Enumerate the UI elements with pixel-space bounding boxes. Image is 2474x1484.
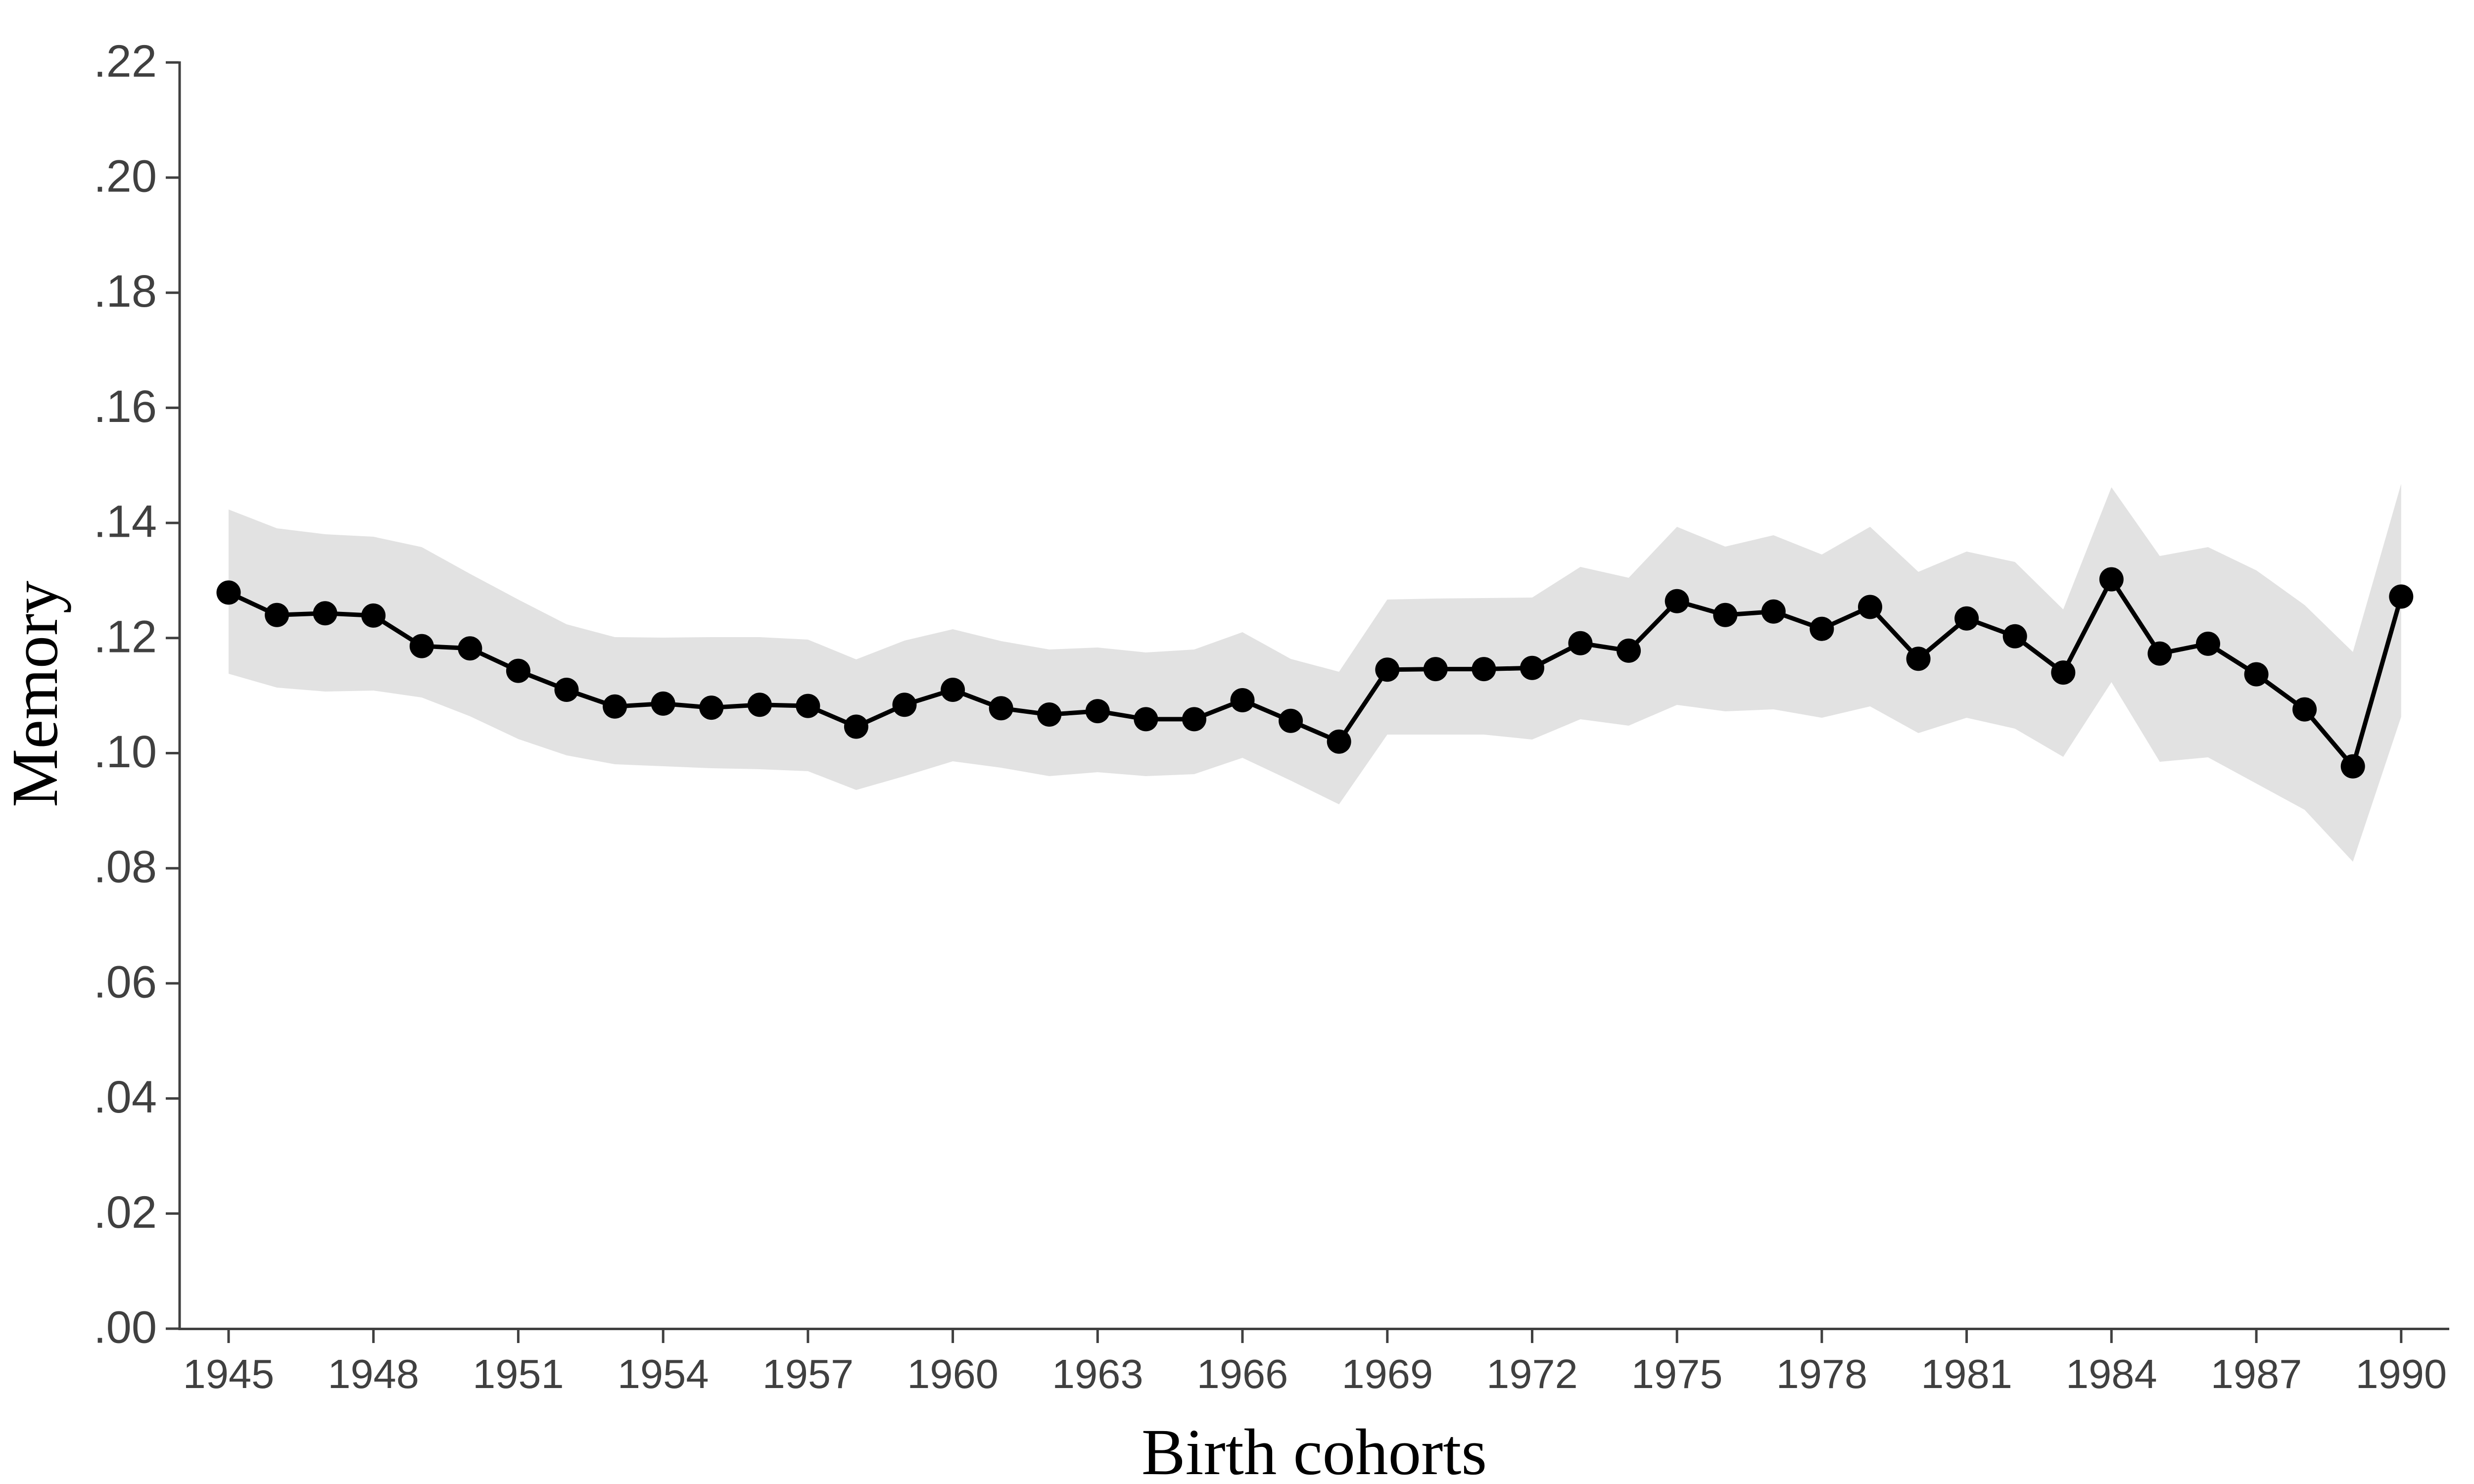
svg-text:1987: 1987	[2211, 1351, 2302, 1397]
svg-text:1966: 1966	[1197, 1351, 1288, 1397]
svg-text:.14: .14	[94, 497, 157, 547]
svg-text:1975: 1975	[1631, 1351, 1723, 1397]
svg-text:.04: .04	[94, 1072, 157, 1122]
svg-text:.20: .20	[94, 151, 157, 202]
svg-text:1951: 1951	[473, 1351, 564, 1397]
svg-text:1981: 1981	[1921, 1351, 2012, 1397]
svg-text:1960: 1960	[907, 1351, 999, 1397]
svg-text:.00: .00	[94, 1302, 157, 1353]
svg-text:1969: 1969	[1341, 1351, 1433, 1397]
svg-text:.06: .06	[94, 957, 157, 1007]
svg-text:1954: 1954	[618, 1351, 709, 1397]
svg-text:1945: 1945	[183, 1351, 275, 1397]
svg-text:1972: 1972	[1486, 1351, 1578, 1397]
svg-text:.02: .02	[94, 1187, 157, 1238]
svg-text:1957: 1957	[762, 1351, 854, 1397]
svg-text:1984: 1984	[2066, 1351, 2157, 1397]
svg-text:1978: 1978	[1776, 1351, 1868, 1397]
svg-text:.12: .12	[94, 611, 157, 662]
svg-text:1990: 1990	[2355, 1351, 2447, 1397]
svg-text:.16: .16	[94, 381, 157, 432]
svg-text:.22: .22	[94, 36, 157, 87]
svg-text:1963: 1963	[1052, 1351, 1143, 1397]
svg-text:.08: .08	[94, 842, 157, 892]
svg-text:.18: .18	[94, 266, 157, 317]
svg-text:Birth cohorts: Birth cohorts	[1142, 1415, 1487, 1484]
svg-text:Memory: Memory	[0, 581, 71, 807]
svg-text:1948: 1948	[328, 1351, 419, 1397]
svg-text:.10: .10	[94, 727, 157, 777]
